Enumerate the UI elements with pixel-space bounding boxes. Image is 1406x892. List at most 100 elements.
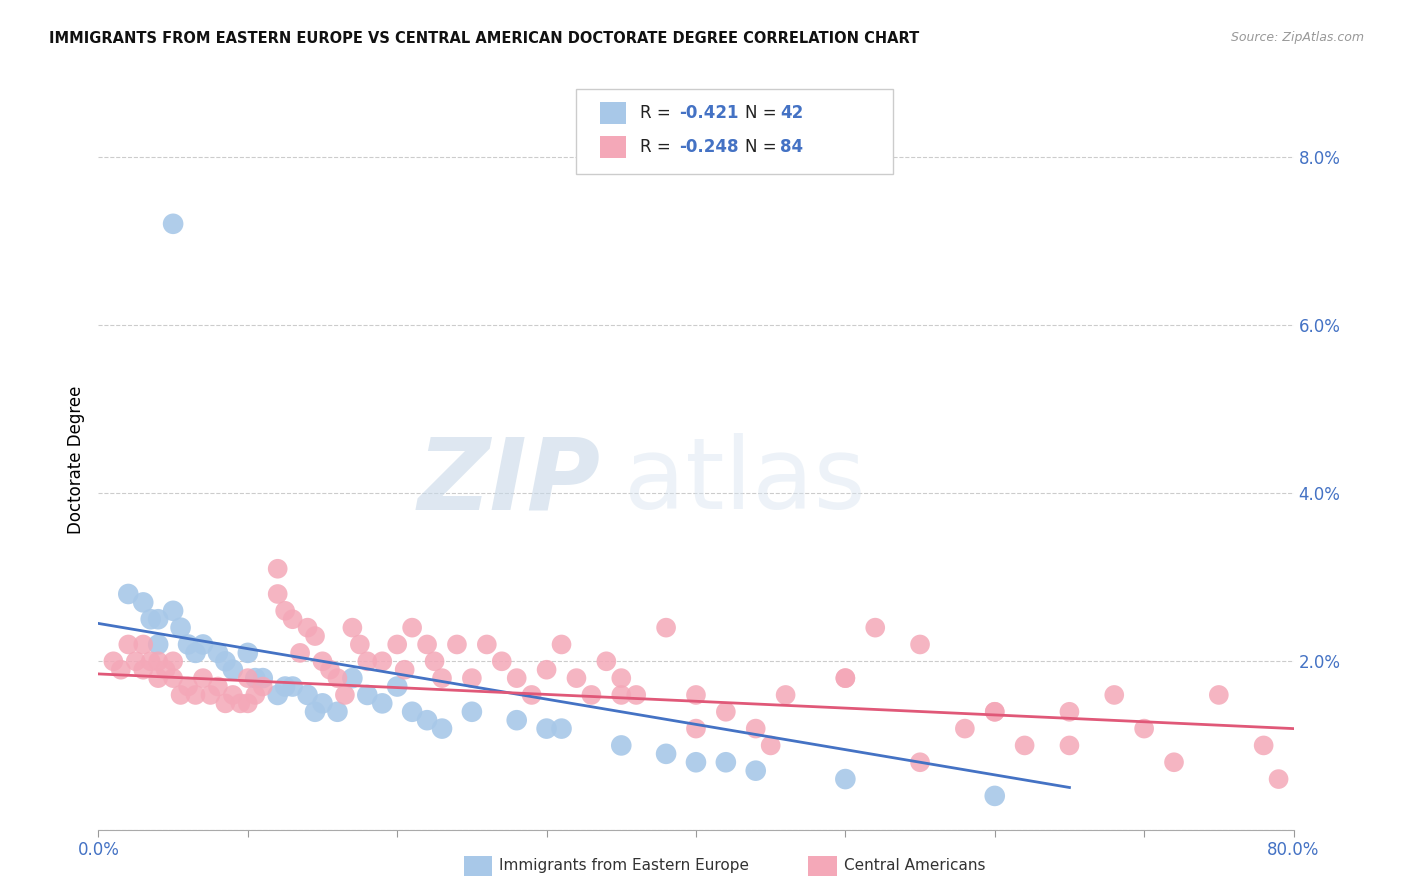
Point <box>685 722 707 736</box>
Point <box>834 671 856 685</box>
Point <box>1208 688 1230 702</box>
Point <box>125 654 148 668</box>
Point <box>908 637 931 651</box>
Point <box>184 646 207 660</box>
Point <box>297 621 319 635</box>
Point <box>626 688 648 702</box>
Point <box>908 756 931 770</box>
Point <box>281 612 304 626</box>
Point <box>655 747 678 761</box>
Point <box>595 654 617 668</box>
Text: atlas: atlas <box>624 434 866 530</box>
Point <box>461 705 484 719</box>
Text: ZIP: ZIP <box>418 434 600 530</box>
Point <box>229 697 252 711</box>
Point <box>610 671 633 685</box>
Point <box>222 688 245 702</box>
Point <box>356 688 378 702</box>
Point <box>491 654 513 668</box>
Point <box>1104 688 1126 702</box>
Point <box>162 217 184 231</box>
Point <box>430 722 453 736</box>
Point <box>520 688 543 702</box>
Text: Immigrants from Eastern Europe: Immigrants from Eastern Europe <box>499 858 749 872</box>
Point <box>714 756 737 770</box>
Point <box>191 637 214 651</box>
Point <box>1267 772 1289 786</box>
Point <box>1059 739 1081 753</box>
Point <box>506 671 529 685</box>
Point <box>610 688 633 702</box>
Point <box>252 671 274 685</box>
Point <box>117 637 139 651</box>
Point <box>1253 739 1275 753</box>
Point <box>236 646 259 660</box>
Point <box>685 756 707 770</box>
Point <box>506 713 529 727</box>
Point <box>274 604 297 618</box>
Point <box>953 722 976 736</box>
Point <box>148 637 170 651</box>
Point <box>132 663 155 677</box>
Point <box>1059 705 1081 719</box>
Point <box>745 764 768 778</box>
Point <box>745 722 768 736</box>
Point <box>252 680 274 694</box>
Point <box>319 663 342 677</box>
Point <box>371 697 394 711</box>
Point <box>834 772 856 786</box>
Point <box>169 688 191 702</box>
Point <box>267 688 290 702</box>
Point <box>169 621 191 635</box>
Point <box>200 688 222 702</box>
Point <box>162 604 184 618</box>
Point <box>162 654 184 668</box>
Point <box>267 587 290 601</box>
Point <box>304 629 326 643</box>
Point <box>139 654 162 668</box>
Text: -0.421: -0.421 <box>679 104 738 122</box>
Point <box>536 722 558 736</box>
Point <box>155 663 177 677</box>
Point <box>401 621 423 635</box>
Point <box>162 671 184 685</box>
Point <box>655 621 678 635</box>
Point <box>288 646 311 660</box>
Point <box>245 671 267 685</box>
Point <box>423 654 446 668</box>
Point <box>236 671 259 685</box>
Point <box>184 688 207 702</box>
Point <box>430 671 453 685</box>
Point <box>311 697 333 711</box>
Point <box>281 680 304 694</box>
Point <box>110 663 132 677</box>
Point <box>385 680 409 694</box>
Point <box>236 697 259 711</box>
Point <box>132 595 155 609</box>
Point <box>550 637 572 651</box>
Point <box>132 637 155 651</box>
Point <box>177 637 200 651</box>
Point <box>214 697 236 711</box>
Point <box>311 654 333 668</box>
Point <box>865 621 887 635</box>
Point <box>103 654 125 668</box>
Point <box>581 688 603 702</box>
Point <box>148 654 170 668</box>
Y-axis label: Doctorate Degree: Doctorate Degree <box>66 385 84 533</box>
Point <box>461 671 484 685</box>
Text: Source: ZipAtlas.com: Source: ZipAtlas.com <box>1230 31 1364 45</box>
Point <box>759 739 782 753</box>
Point <box>326 705 349 719</box>
Point <box>245 688 267 702</box>
Point <box>394 663 416 677</box>
Point <box>1163 756 1185 770</box>
Point <box>416 713 439 727</box>
Point <box>148 671 170 685</box>
Text: R =: R = <box>640 138 676 156</box>
Point <box>401 705 423 719</box>
Point <box>191 671 214 685</box>
Point <box>685 688 707 702</box>
Text: IMMIGRANTS FROM EASTERN EUROPE VS CENTRAL AMERICAN DOCTORATE DEGREE CORRELATION : IMMIGRANTS FROM EASTERN EUROPE VS CENTRA… <box>49 31 920 46</box>
Point <box>326 671 349 685</box>
